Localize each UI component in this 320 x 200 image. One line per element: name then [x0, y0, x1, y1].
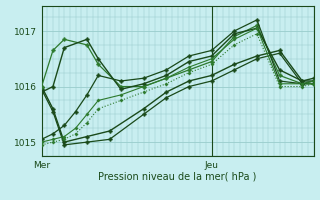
- X-axis label: Pression niveau de la mer( hPa ): Pression niveau de la mer( hPa ): [99, 171, 257, 181]
